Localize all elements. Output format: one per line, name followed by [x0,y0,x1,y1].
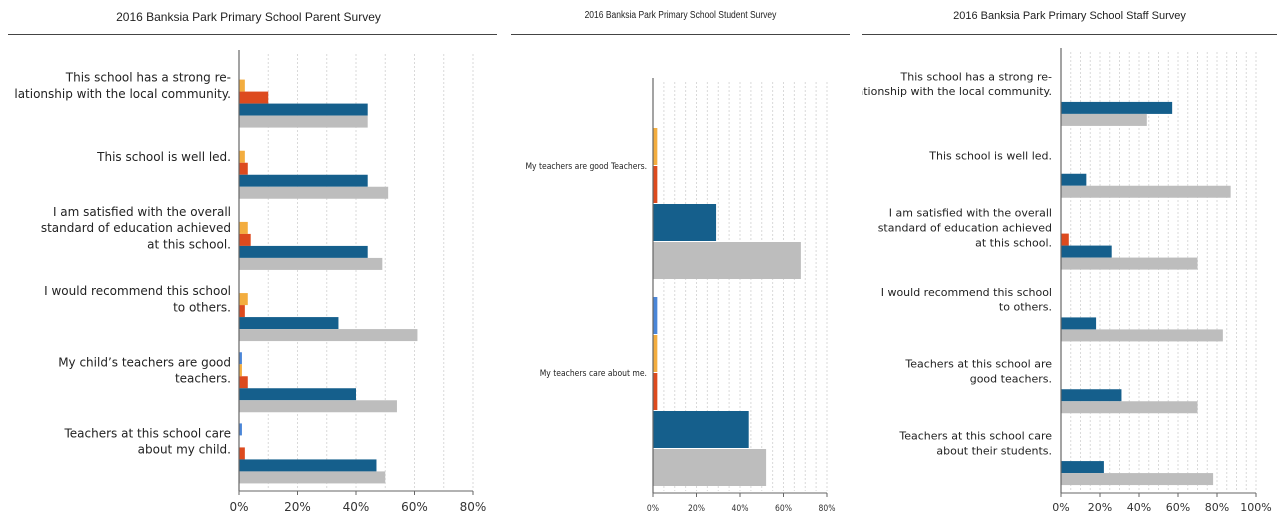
category-label: I am satisfied with the overall standard … [41,205,231,251]
bar-red [653,166,658,203]
x-tick-label: 0% [647,502,659,513]
bar-orange [239,293,248,306]
parent-survey-chart: This school has a strong re-lationship w… [14,50,487,513]
bar-teal [239,388,356,401]
category-label: I would recommend this school to others. [44,284,231,314]
bar-red [239,233,251,246]
category-label: This school is well led. [928,150,1052,163]
bar-teal [239,245,368,258]
student-survey-chart: My teachers are good Teachers. My teacher… [525,78,836,513]
staff-survey-panel: 2016 Banksia Park Primary School Staff S… [862,0,1277,513]
student-survey-panel: 2016 Banksia Park Primary School Student… [511,0,850,513]
bar-orange [239,150,245,163]
bar-gray [1061,257,1198,270]
bar-red [239,376,248,389]
bar-teal [1061,101,1173,114]
x-tick-label: 60% [775,502,792,513]
staff-survey-chart: This school has a strong re-lationship w… [862,48,1272,513]
bar-teal [1061,173,1087,186]
parent-survey-panel: 2016 Banksia Park Primary School Parent … [0,0,497,513]
bar-gray [239,115,368,128]
category-label: My teachers are good Teachers. [525,161,647,172]
bar-orange [239,79,245,92]
bar-gray [1061,401,1198,414]
staff-survey-title: 2016 Banksia Park Primary School Staff S… [953,10,1186,22]
bar-blue [653,297,658,334]
x-tick-label: 40% [1127,501,1151,513]
bar-blue [239,352,242,365]
category-label: My child’s teachers are good teachers. [58,355,231,385]
bar-red [1061,233,1069,246]
bar-gray [1061,113,1147,126]
bar-orange [653,335,658,372]
bar-gray [1061,329,1223,342]
x-tick-label: 20% [688,502,705,513]
x-tick-label: 40% [732,502,749,513]
bar-red [653,373,658,410]
category-label: Teachers at this school care about my chi… [64,427,232,457]
category-label: I am satisfied with the overall standard … [878,207,1052,250]
x-tick-label: 80% [1205,501,1229,513]
bar-gray [239,329,418,342]
category-label: Teachers at this school care about their … [898,430,1052,458]
x-tick-label: 60% [401,500,428,513]
bar-teal [653,204,717,241]
x-tick-label: 80% [819,502,836,513]
bar-teal [1061,461,1104,474]
x-tick-label: 0% [1052,501,1069,513]
x-tick-label: 100% [1240,501,1271,513]
bar-gray [239,400,397,413]
x-tick-label: 0% [229,500,248,513]
parent-survey-title: 2016 Banksia Park Primary School Parent … [116,10,381,24]
bar-gray [1061,473,1214,486]
bar-teal [653,411,749,448]
bar-gray [1061,185,1231,198]
bar-gray [653,242,801,279]
bar-blue [239,423,242,436]
bar-red [239,91,269,104]
bar-red [239,447,245,460]
x-tick-label: 80% [460,500,487,513]
category-label: My teachers care about me. [540,368,647,379]
x-tick-label: 60% [1166,501,1190,513]
bar-gray [239,471,386,484]
parent-survey-title-rule [8,34,497,35]
category-label: This school has a strong re-lationship w… [862,70,1052,98]
student-survey-title-rule [511,34,850,35]
category-label: Teachers at this school are good teachers… [904,358,1052,386]
bar-teal [239,174,368,187]
bar-teal [239,317,339,330]
bar-red [239,305,245,318]
bar-teal [1061,389,1122,402]
bar-orange [239,364,242,377]
bar-orange [239,221,248,234]
bar-gray [653,449,767,486]
x-tick-label: 20% [1088,501,1112,513]
bar-red [239,162,248,175]
category-label: I would recommend this school to others. [881,286,1052,314]
bar-gray [239,257,383,270]
category-label: This school has a strong re-lationship w… [14,71,231,101]
bar-orange [653,128,658,165]
staff-survey-title-rule [862,34,1277,35]
student-survey-title: 2016 Banksia Park Primary School Student… [584,10,777,21]
bar-gray [239,186,389,199]
bar-teal [239,103,368,116]
category-label: This school is well led. [96,150,231,164]
x-tick-label: 40% [343,500,370,513]
bar-teal [1061,317,1097,330]
bar-teal [239,459,377,472]
bar-teal [1061,245,1112,258]
x-tick-label: 20% [284,500,311,513]
